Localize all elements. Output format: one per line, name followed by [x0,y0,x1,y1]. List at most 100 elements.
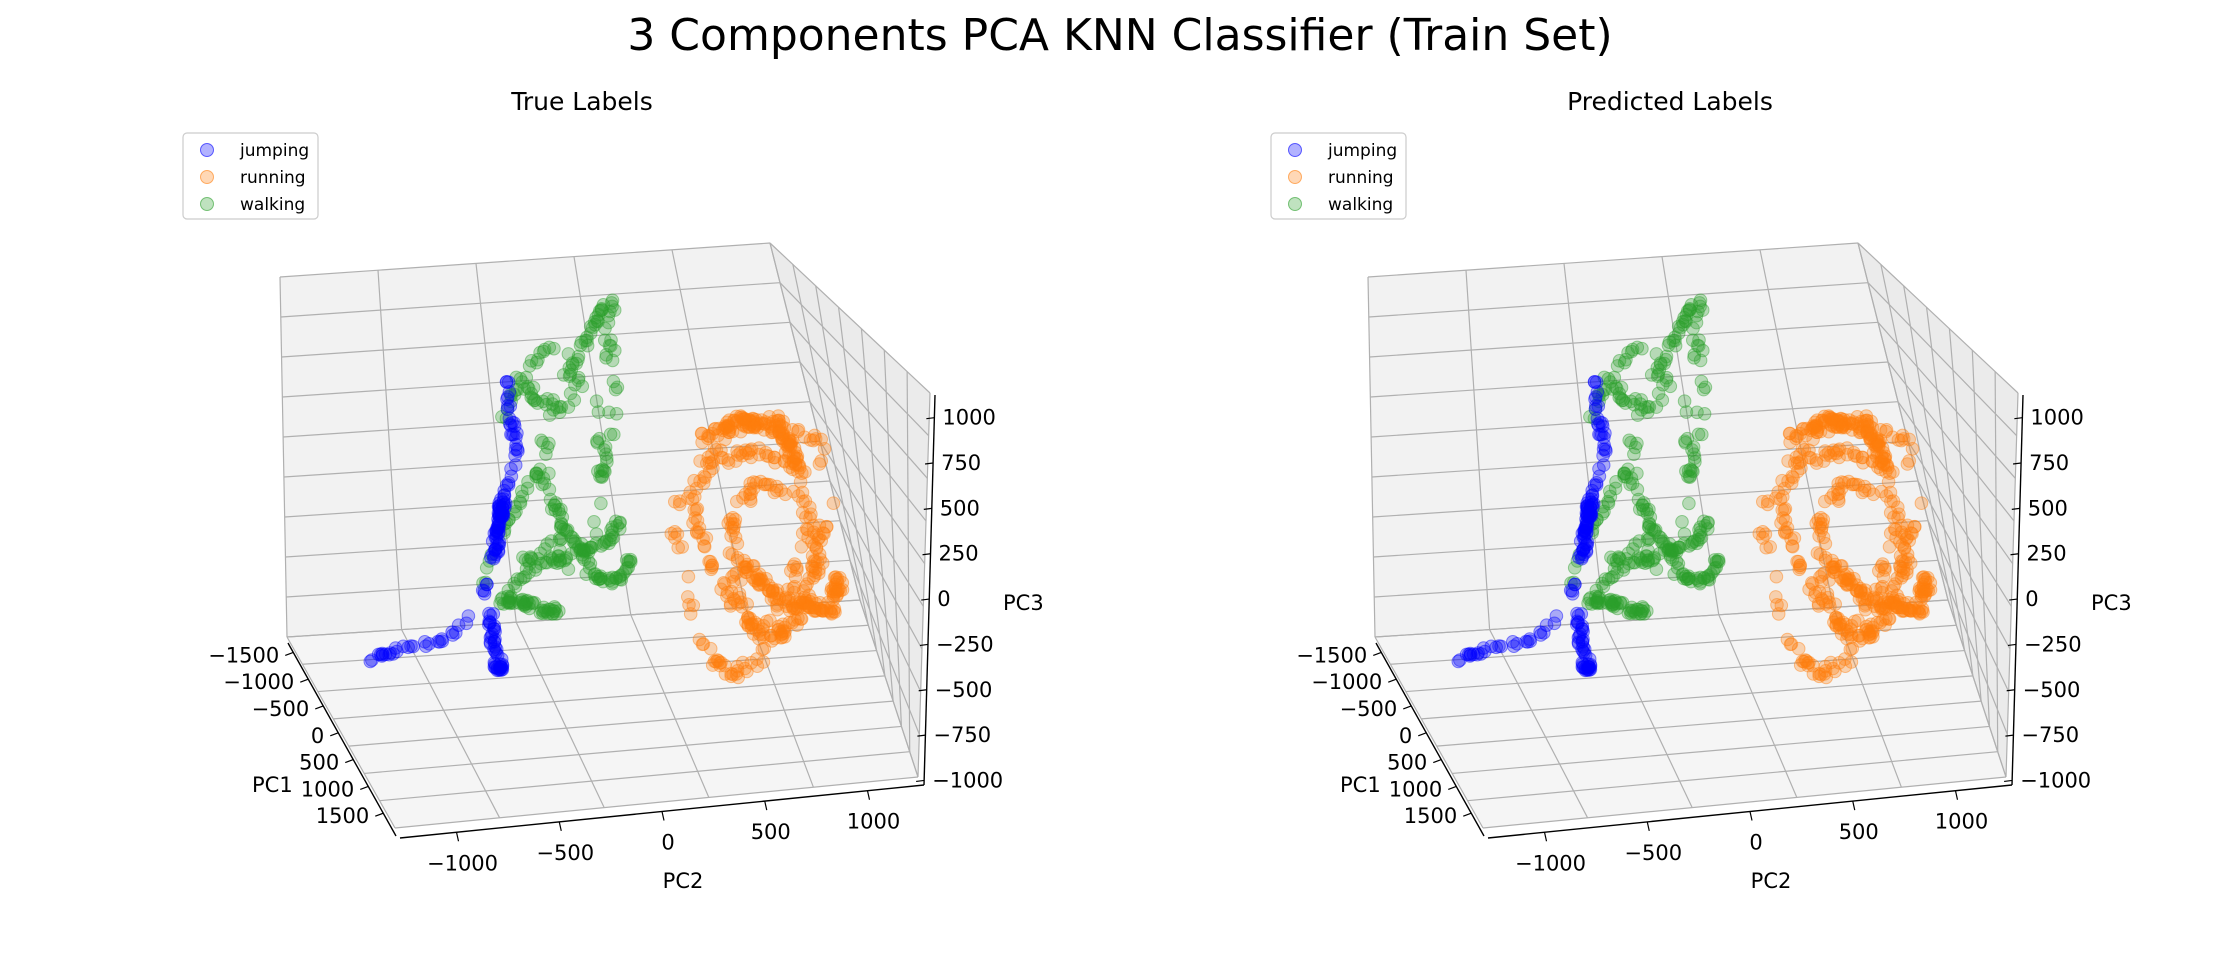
jumping-point [1466,647,1481,662]
running-point [1756,494,1770,509]
running-point [824,581,839,595]
grid-line [573,256,632,615]
running-point [708,421,723,436]
pc3-tick-label: 500 [2028,496,2068,520]
running-point [703,554,718,569]
walking-point [536,606,550,621]
walking-point [594,302,609,316]
grid-line [849,560,920,735]
running-point [781,594,796,608]
walking-point [517,597,531,612]
walking-point [589,394,604,409]
running-point [756,619,771,633]
walking-point [504,595,519,610]
side-pane [770,243,930,777]
pc1-tick-mark [330,732,339,737]
running-point [817,526,831,541]
running-point [1795,422,1810,437]
running-point [724,669,739,684]
running-point [729,415,743,430]
grid-line [515,621,605,808]
walking-point [623,552,638,567]
running-point [737,560,752,575]
running-point [737,412,752,426]
running-point [829,585,843,599]
pc1-tick-label: −1000 [1311,670,1382,694]
running-point [744,621,759,635]
running-point [784,456,799,471]
walking-point [556,522,571,537]
running-point [1752,526,1767,541]
walking-point [530,396,545,410]
running-point [809,541,824,555]
jumping-point [503,417,517,431]
walking-point [618,564,633,579]
walking-point [607,427,621,442]
walking-point [561,400,576,414]
walking-point [613,522,627,536]
legend-label-running: running [240,168,306,188]
walking-point [536,344,551,359]
pc2-tick-mark [866,790,871,800]
walking-point [529,355,544,370]
running-point [830,572,845,586]
walking-point [574,537,589,551]
running-point [758,477,773,492]
running-point [774,631,788,645]
walking-point [542,340,557,355]
walking-point [528,393,542,408]
running-point [1769,569,1784,584]
pc1-tick-label: 1000 [1389,777,1442,801]
running-point [782,591,796,606]
walking-point [520,380,535,394]
running-point [786,559,801,574]
pc3-tick-label: 1000 [2030,406,2083,430]
walking-point [1694,374,1709,389]
running-point [741,446,756,461]
running-point [1878,563,1892,577]
pc2-tick-label: −1000 [1515,851,1586,875]
running-point [686,598,701,613]
walking-points [495,340,590,426]
walking-point [583,557,598,571]
jumping-point [386,647,400,661]
running-point [1778,502,1793,516]
running-point [770,602,785,617]
running-point [781,582,795,597]
walking-point [593,571,608,586]
walking-point [588,317,602,332]
running-point [787,579,802,594]
walking-point [555,510,570,525]
running-point [670,527,685,542]
running-point [793,475,808,489]
running-point [783,460,797,475]
running-point [797,430,812,445]
running-point [745,617,760,631]
running-point [723,420,738,435]
walking-point [538,555,553,570]
running-point [795,505,810,520]
running-point [809,541,824,556]
running-point [753,474,768,489]
running-point [740,562,755,577]
running-point [727,413,742,428]
running-point [690,526,704,540]
running-point [790,449,805,464]
pc1-tick-label: 1500 [316,804,369,828]
jumping-point [488,530,503,545]
grid-line [859,599,919,778]
running-point [1783,637,1798,652]
running-point [673,494,687,509]
walking-point [567,393,582,407]
running-point [1784,476,1799,490]
running-point [791,489,806,503]
running-point [702,429,717,444]
running-point [1798,653,1813,667]
running-point [829,572,844,587]
running-point [757,417,771,431]
running-points [681,441,821,642]
running-point [716,423,730,438]
walking-point [547,498,562,513]
walking-point [554,502,568,517]
